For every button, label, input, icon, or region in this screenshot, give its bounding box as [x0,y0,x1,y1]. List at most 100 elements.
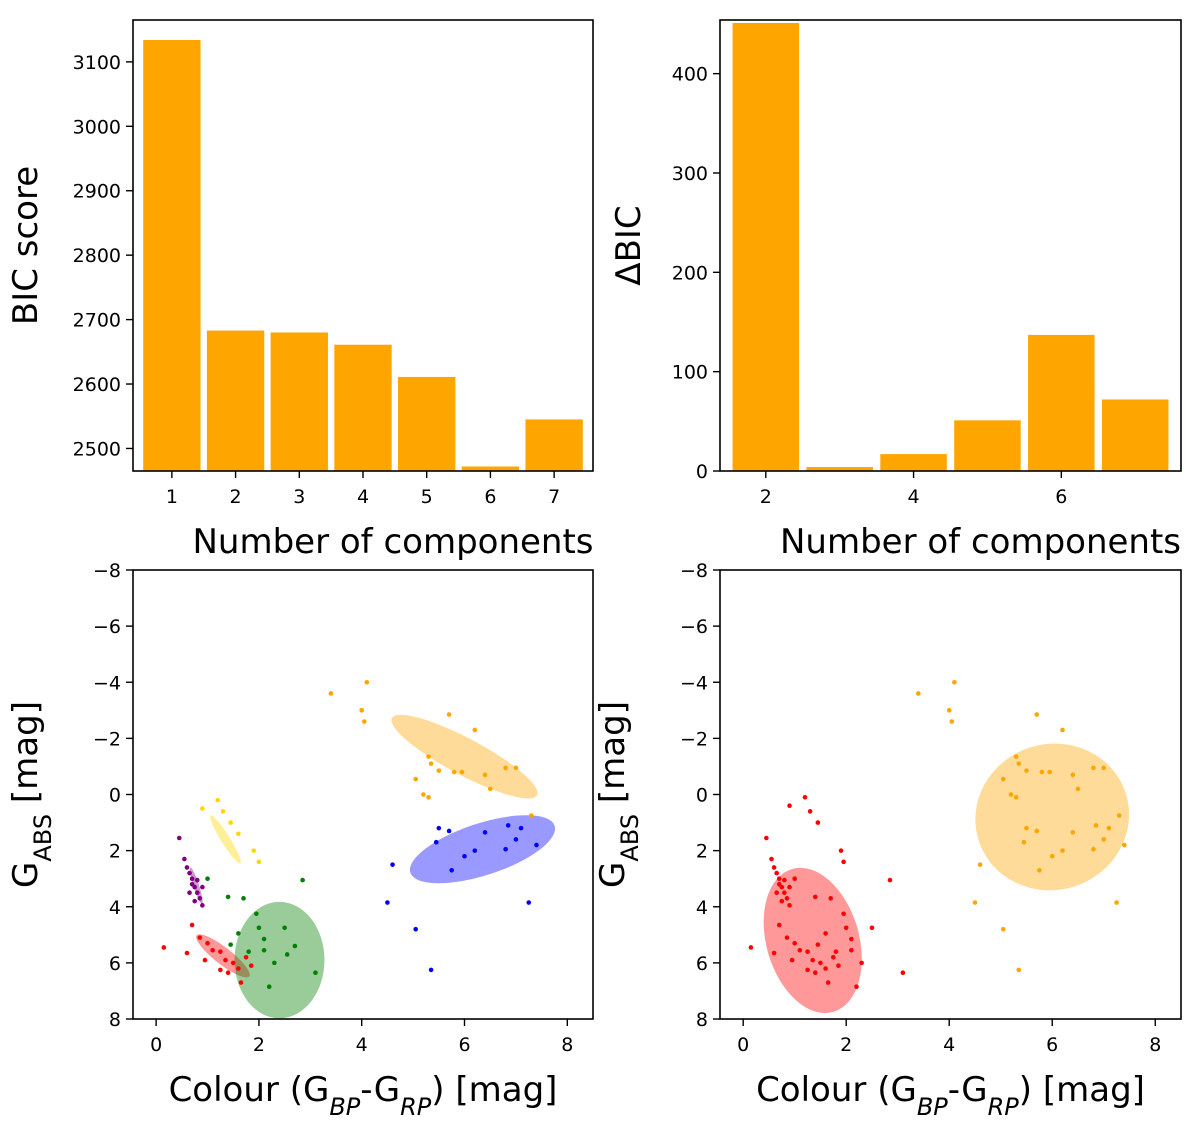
y-tick-label: 2900 [73,181,121,203]
data-point [390,862,395,867]
y-tick-label: 8 [109,1009,121,1031]
data-point [328,691,334,696]
x-tick-label: 8 [561,1034,573,1056]
gmm-ellipse-4 [196,934,250,978]
gmm-ellipse-1 [409,815,556,884]
data-point [161,945,167,950]
panel-bic: 1 2 3 4 5 6 7 2500 2600 2700 2800 2900 3000 3100 Numbe… [6,19,594,562]
data-point [1016,967,1022,973]
x-axis-label: Number of components [192,522,593,562]
data-point [254,911,259,917]
x-tick-label: 4 [943,1034,955,1056]
y-tick-label: −4 [680,672,708,694]
data-point [1016,761,1022,766]
data-point [828,896,834,901]
data-point [261,936,267,942]
data-point [503,846,508,852]
y-tick-label: 300 [672,163,708,185]
data-point [292,943,298,949]
data-point [503,765,508,771]
data-point [812,894,818,900]
bar-3 [270,332,328,471]
data-point [225,894,231,900]
data-point [1060,848,1065,853]
data-point [284,952,290,957]
data-point [1070,772,1076,778]
data-point [1106,825,1112,831]
data-point [833,949,839,954]
bar-5 [954,420,1021,471]
data-point [1101,837,1107,842]
data-point [949,719,955,724]
data-point [202,957,208,963]
data-point [518,825,524,831]
data-point [200,903,205,908]
data-point [823,931,828,936]
data-point [513,837,519,842]
data-point [769,856,774,862]
data-point [266,984,272,990]
data-point [977,862,983,867]
data-point [472,727,478,733]
data-point [428,967,434,973]
bar-4 [880,454,947,471]
data-point [529,813,534,818]
panel-dbic: 2 4 6 0 100 200 300 400 Number of components ΔBIC [609,19,1182,562]
plot-area [161,679,556,1019]
gmm-ellipse-5 [234,901,325,1019]
data-point [774,890,779,896]
data-point [776,876,782,881]
data-point [364,679,370,685]
gmm-ellipse-0 [391,714,538,799]
x-tick-label: 3 [293,486,305,508]
data-point [436,768,442,773]
bar-2 [206,330,265,471]
data-point [843,925,849,931]
x-tick-label: 6 [458,1034,470,1056]
data-point [774,870,779,876]
data-point [818,960,823,966]
y-axis-label: BIC score [6,166,46,325]
data-point [238,980,244,985]
data-point [841,859,846,865]
y-tick-label: 400 [672,64,708,86]
data-point [215,797,221,803]
y-tick-label: −8 [680,560,708,582]
data-point [1122,842,1127,848]
y-tick-label: 2700 [73,310,121,332]
data-point [205,940,210,946]
data-point [534,842,539,848]
gmm-ellipse-1 [763,867,862,1014]
data-point [436,825,442,831]
data-point [187,870,192,876]
data-point [200,884,205,890]
data-point [446,828,452,834]
data-point [210,947,215,953]
data-point [900,970,906,975]
data-point [313,970,318,975]
data-point [218,949,223,954]
data-point [256,859,262,865]
data-point [972,900,978,905]
data-point [187,890,192,896]
data-point [784,935,790,940]
data-point [1101,765,1107,771]
data-point [220,809,226,814]
data-point [223,957,228,963]
data-point [831,954,836,960]
y-tick-label: 2800 [73,245,121,267]
data-point [792,940,797,946]
data-point [228,820,233,825]
axes-frame [719,19,1182,472]
data-point [200,806,205,811]
data-point [771,950,777,956]
data-point [243,954,249,960]
data-point [197,896,203,901]
bar-6 [1028,334,1095,471]
data-point [248,963,254,968]
data-point [946,708,952,713]
data-point [805,967,810,973]
data-point [256,925,262,931]
data-point [459,769,465,775]
